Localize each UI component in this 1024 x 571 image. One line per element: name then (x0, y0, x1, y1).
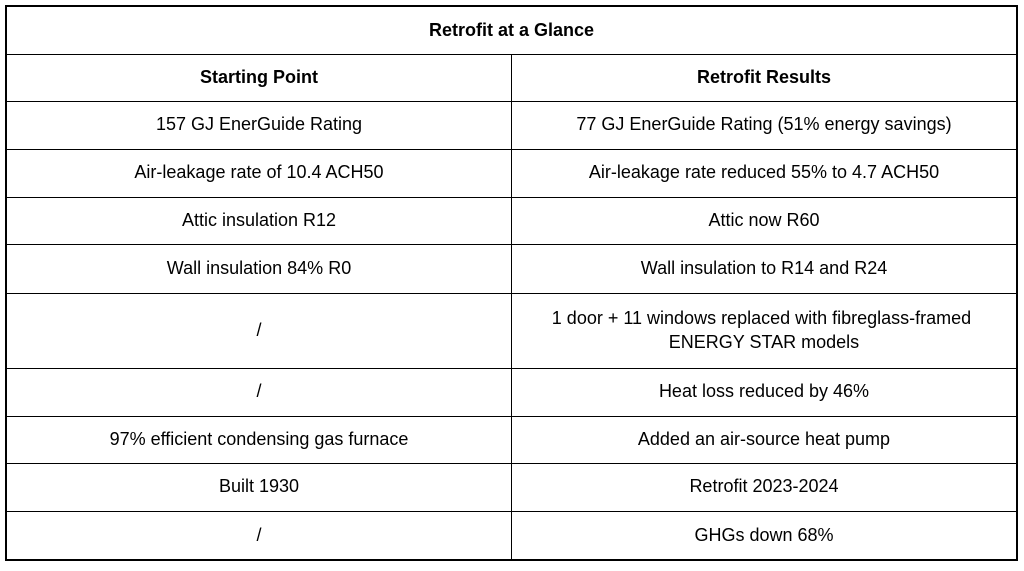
table-cell-starting-point: Wall insulation 84% R0 (5, 243, 512, 294)
table-row: / Heat loss reduced by 46% (5, 367, 1018, 417)
table-title: Retrofit at a Glance (5, 5, 1018, 55)
table-row: Attic insulation R12 Attic now R60 (5, 196, 1018, 245)
column-header-retrofit-results: Retrofit Results (511, 53, 1018, 102)
table-cell-starting-point: Attic insulation R12 (5, 196, 512, 245)
table-cell-starting-point: / (5, 367, 512, 417)
table-cell-starting-point: / (5, 292, 512, 369)
table-row: Built 1930 Retrofit 2023-2024 (5, 462, 1018, 512)
table-cell-retrofit-result: Attic now R60 (511, 196, 1018, 245)
table-cell-starting-point: / (5, 510, 512, 561)
table-cell-retrofit-result: GHGs down 68% (511, 510, 1018, 561)
table-cell-starting-point: 157 GJ EnerGuide Rating (5, 100, 512, 150)
table-cell-starting-point: Air-leakage rate of 10.4 ACH50 (5, 148, 512, 198)
table-cell-retrofit-result: Retrofit 2023-2024 (511, 462, 1018, 512)
table-cell-retrofit-result: Wall insulation to R14 and R24 (511, 243, 1018, 294)
column-header-starting-point: Starting Point (5, 53, 512, 102)
table-cell-starting-point: Built 1930 (5, 462, 512, 512)
table-cell-retrofit-result: Added an air-source heat pump (511, 415, 1018, 464)
table-row: / GHGs down 68% (5, 510, 1018, 561)
table-row: Wall insulation 84% R0 Wall insulation t… (5, 243, 1018, 294)
table-cell-starting-point: 97% efficient condensing gas furnace (5, 415, 512, 464)
table-cell-retrofit-result: 77 GJ EnerGuide Rating (51% energy savin… (511, 100, 1018, 150)
table-cell-retrofit-result: 1 door + 11 windows replaced with fibreg… (511, 292, 1018, 369)
table-cell-retrofit-result: Air-leakage rate reduced 55% to 4.7 ACH5… (511, 148, 1018, 198)
table-cell-retrofit-result: Heat loss reduced by 46% (511, 367, 1018, 417)
retrofit-table: Retrofit at a Glance Starting Point Retr… (5, 5, 1018, 561)
table-title-row: Retrofit at a Glance (5, 5, 1018, 55)
table-header-row: Starting Point Retrofit Results (5, 53, 1018, 102)
table-row: / 1 door + 11 windows replaced with fibr… (5, 292, 1018, 369)
table-row: Air-leakage rate of 10.4 ACH50 Air-leaka… (5, 148, 1018, 198)
table-row: 97% efficient condensing gas furnace Add… (5, 415, 1018, 464)
table-row: 157 GJ EnerGuide Rating 77 GJ EnerGuide … (5, 100, 1018, 150)
